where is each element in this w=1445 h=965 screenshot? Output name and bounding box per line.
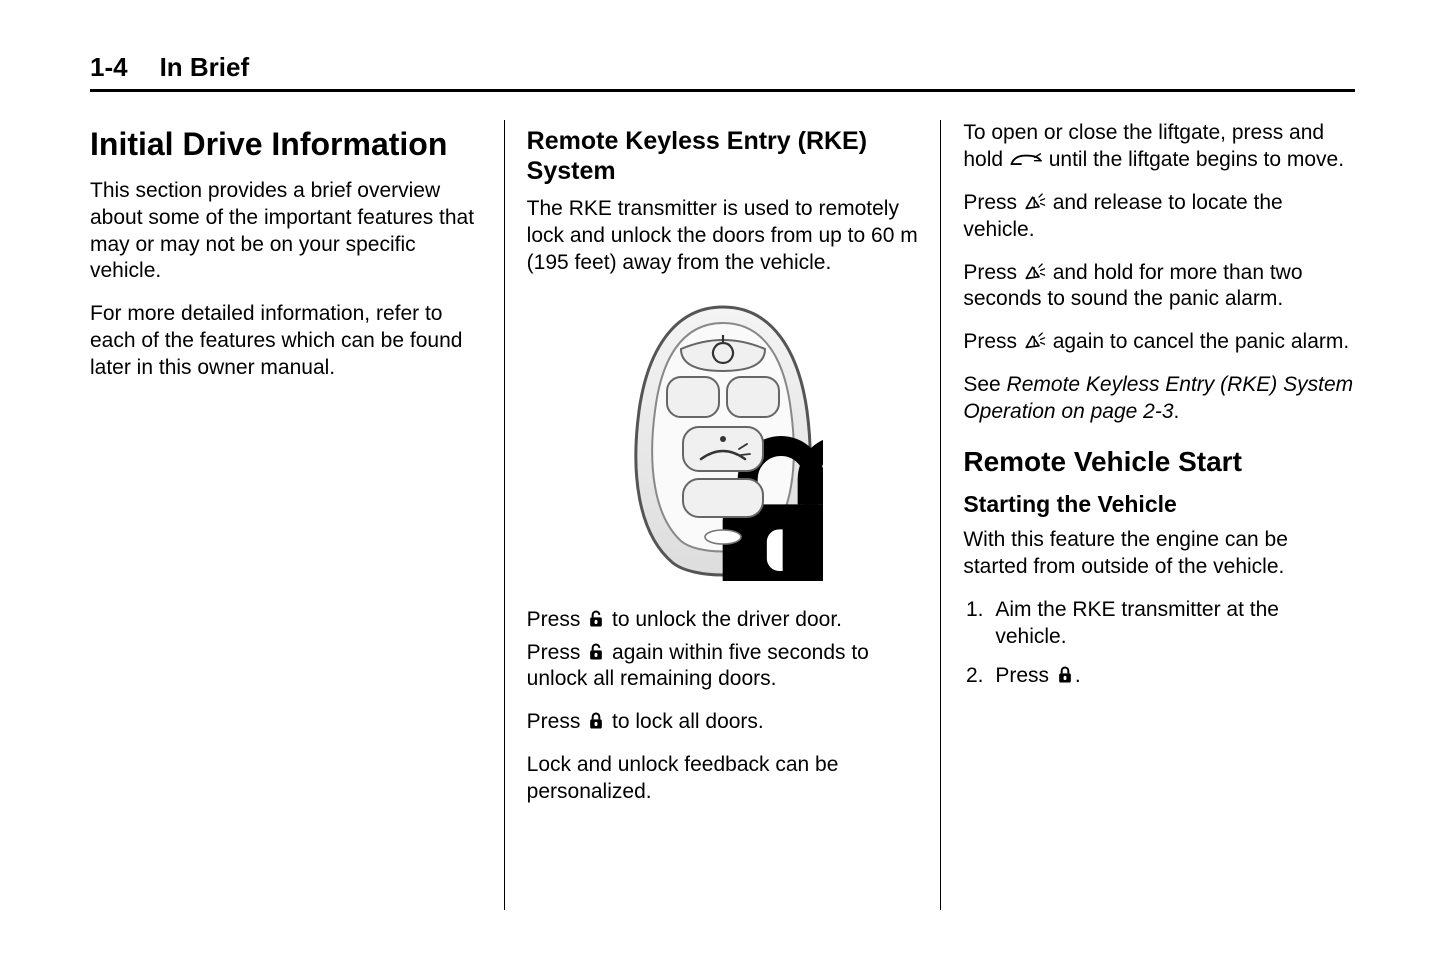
unlock-icon (586, 609, 606, 629)
para-press-unlock-again: Press again within five seconds to unloc… (527, 640, 919, 694)
content-columns: Initial Drive Information This section p… (90, 120, 1355, 910)
cross-reference: Remote Keyless Entry (RKE) System Operat… (963, 373, 1353, 423)
para-feedback: Lock and unlock feedback can be personal… (527, 752, 919, 806)
liftgate-icon (1009, 149, 1043, 169)
para-press-lock: Press to lock all doors. (527, 709, 919, 736)
key-fob-figure (527, 301, 919, 581)
list-item: Press . (989, 663, 1355, 690)
text-fragment: Press (963, 330, 1023, 353)
column-2: Remote Keyless Entry (RKE) System The RK… (505, 120, 941, 910)
para-rke-intro: The RKE transmitter is used to remotely … (527, 196, 919, 277)
unlock-icon (586, 642, 606, 662)
heading-starting-vehicle: Starting the Vehicle (963, 490, 1355, 519)
text-fragment: to unlock the driver door. (606, 608, 842, 631)
heading-remote-start: Remote Vehicle Start (963, 444, 1355, 480)
text-fragment: Press (527, 608, 587, 631)
para-cancel-panic: Press again to cancel the panic alarm. (963, 329, 1355, 356)
column-3: To open or close the liftgate, press and… (941, 120, 1355, 910)
para-overview: This section provides a brief overview a… (90, 178, 482, 286)
list-item: Aim the RKE transmitter at the vehicle. (989, 597, 1355, 651)
column-1: Initial Drive Information This section p… (90, 120, 504, 910)
lock-icon (586, 711, 606, 731)
key-fob-illustration (623, 301, 823, 581)
page: 1-4 In Brief Initial Drive Information T… (0, 0, 1445, 965)
para-see-ref: See Remote Keyless Entry (RKE) System Op… (963, 372, 1355, 426)
horn-icon (1023, 262, 1047, 282)
section-title: In Brief (160, 52, 250, 83)
para-more-info: For more detailed information, refer to … (90, 301, 482, 382)
text-fragment: See (963, 373, 1006, 396)
text-fragment: to lock all doors. (606, 710, 764, 733)
heading-rke: Remote Keyless Entry (RKE) System (527, 126, 919, 186)
heading-initial-drive: Initial Drive Information (90, 126, 482, 164)
text-fragment: . (1174, 400, 1180, 423)
page-header: 1-4 In Brief (90, 52, 1355, 92)
para-liftgate: To open or close the liftgate, press and… (963, 120, 1355, 174)
text-fragment: Press (963, 191, 1023, 214)
page-number: 1-4 (90, 52, 128, 83)
text-fragment: Press (527, 710, 587, 733)
horn-icon (1023, 331, 1047, 351)
para-press-unlock: Press to unlock the driver door. (527, 607, 919, 634)
lock-icon (1055, 665, 1075, 685)
para-panic: Press and hold for more than two seconds… (963, 260, 1355, 314)
text-fragment: Press (963, 261, 1023, 284)
para-remote-start-intro: With this feature the engine can be star… (963, 527, 1355, 581)
text-fragment: Press (527, 641, 587, 664)
remote-start-steps: Aim the RKE transmitter at the vehicle. … (963, 597, 1355, 690)
para-locate: Press and release to locate the vehicle. (963, 190, 1355, 244)
text-fragment: until the liftgate begins to move. (1043, 148, 1344, 171)
horn-icon (1023, 192, 1047, 212)
text-fragment: Press (995, 664, 1055, 687)
text-fragment: . (1075, 664, 1081, 687)
text-fragment: again to cancel the panic alarm. (1047, 330, 1349, 353)
